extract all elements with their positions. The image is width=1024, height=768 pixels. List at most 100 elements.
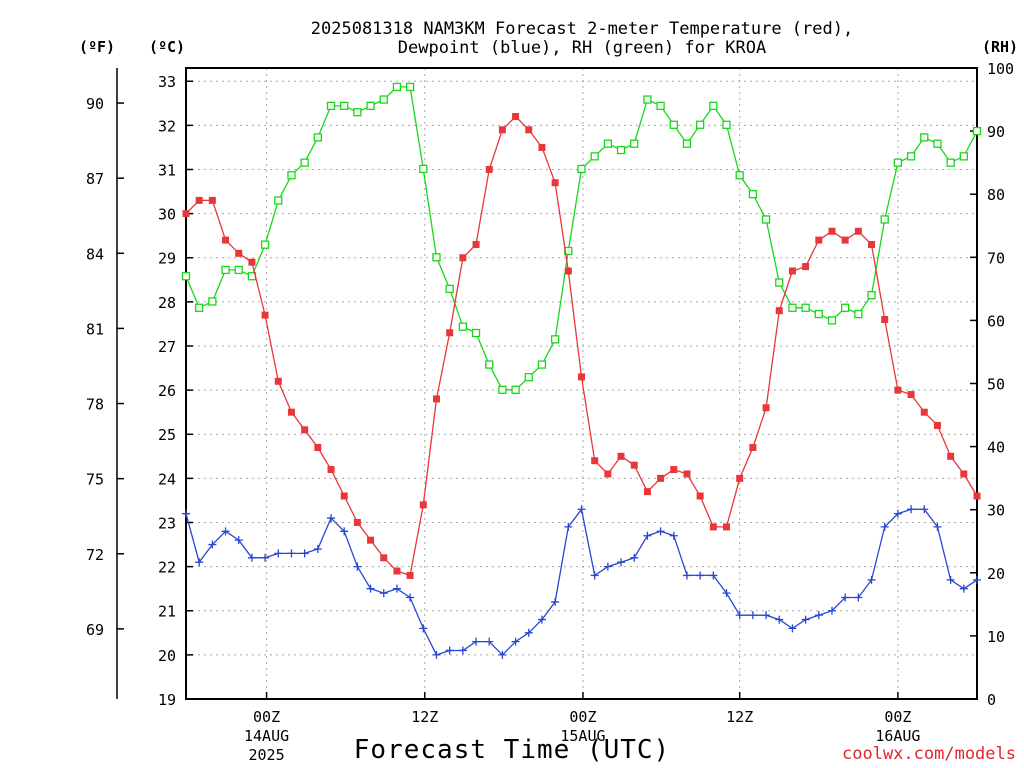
temperature-point [788, 267, 796, 275]
temperature-point [630, 461, 638, 469]
dewpoint-point [893, 509, 902, 518]
rh-point [788, 303, 797, 312]
rh-point [880, 215, 889, 224]
dewpoint-point [775, 615, 784, 624]
rh-point [867, 291, 876, 300]
rh-tick-label: 100 [987, 60, 1014, 78]
dewpoint-point [814, 611, 823, 620]
temperature-point [933, 421, 941, 429]
temperature-point [920, 408, 928, 416]
celsius-tick-label: 33 [158, 73, 176, 91]
temperature-point [406, 571, 414, 579]
rh-point [933, 139, 942, 148]
dewpoint-point [327, 514, 336, 523]
rh-point [498, 385, 507, 394]
rh-point [392, 82, 402, 92]
dewpoint-point [234, 536, 243, 545]
temperature-point [287, 408, 295, 416]
temperature-point [907, 391, 915, 399]
temperature-point [854, 227, 862, 235]
dewpoint-point [590, 571, 599, 580]
temperature-point [432, 395, 440, 403]
rh-axis: 0 10 20 30 40 50 60 70 80 90 100 [970, 60, 1014, 709]
time-tick-label: 12Z [726, 708, 753, 726]
dewpoint-point [907, 505, 916, 514]
rh-point [643, 95, 652, 104]
dewpoint-point [880, 522, 889, 531]
dewpoint-point [195, 558, 204, 567]
dewpoint-point [854, 593, 863, 602]
celsius-tick-label: 28 [158, 294, 176, 312]
rh-point [326, 101, 336, 111]
dewpoint-point [722, 589, 731, 598]
rh-point [300, 158, 309, 167]
rh-point [221, 265, 230, 275]
rh-point [458, 322, 468, 331]
rh-point [682, 139, 692, 148]
dewpoint-point [366, 584, 375, 593]
dewpoint-point [841, 593, 850, 602]
rh-point [485, 360, 494, 369]
rh-point [524, 373, 533, 382]
rh-point [827, 316, 837, 325]
fahrenheit-tick-label: 81 [86, 320, 104, 338]
dewpoint-point [617, 558, 626, 567]
dewpoint-point [261, 553, 270, 562]
rh-point [893, 158, 903, 167]
time-tick-date: 14AUG [244, 727, 289, 745]
temperature-point [340, 492, 348, 500]
temperature-point [815, 236, 823, 244]
rh-point [419, 164, 428, 174]
rh-point [920, 133, 929, 142]
celsius-tick-label: 26 [158, 382, 176, 400]
temperature-point [643, 488, 651, 496]
dewpoint-point [946, 575, 955, 584]
chart-title-line-1: 2025081318 NAM3KM Forecast 2-meter Tempe… [311, 19, 853, 39]
temperature-point [380, 554, 388, 562]
dewpoint-point [287, 549, 296, 558]
rh-point [630, 139, 639, 148]
rh-tick-label: 40 [987, 439, 1005, 457]
x-axis-title: Forecast Time (UTC) [354, 735, 670, 765]
temperature-point [446, 329, 454, 337]
dewpoint-point [221, 527, 230, 536]
celsius-tick-label: 29 [158, 250, 176, 268]
temperature-point [828, 227, 836, 235]
celsius-tick-label: 25 [158, 426, 176, 444]
rh-point [616, 145, 626, 155]
dewpoint-point [300, 549, 309, 558]
temperature-point [723, 523, 731, 531]
dewpoint-point [537, 615, 546, 624]
dewpoint-point [551, 597, 560, 606]
rh-point [577, 164, 586, 174]
dewpoint-point [709, 571, 718, 580]
rh-tick-label: 0 [987, 691, 996, 709]
temperature-point [657, 474, 665, 482]
dewpoint-point [682, 571, 691, 580]
rh-point [959, 152, 968, 161]
dewpoint-point [379, 589, 388, 598]
dewpoint-point [643, 531, 652, 540]
rh-point [775, 278, 784, 287]
rh-point [274, 196, 283, 205]
dewpoint-point [867, 575, 876, 584]
rh-point [748, 190, 758, 199]
rh-point [735, 171, 744, 180]
dewpoint-point [419, 624, 428, 633]
rh-point [669, 120, 678, 129]
rh-point [550, 335, 560, 344]
fahrenheit-tick-label: 78 [86, 396, 104, 414]
celsius-tick-label: 27 [158, 338, 176, 356]
temperature-point [973, 492, 981, 500]
dewpoint-point [524, 628, 533, 637]
fahrenheit-tick-label: 69 [86, 621, 104, 639]
dewpoint-point [735, 611, 744, 620]
temperature-point [881, 316, 889, 324]
series-layer [181, 82, 982, 659]
celsius-tick-label: 20 [158, 647, 176, 665]
fahrenheit-tick-label: 75 [86, 471, 104, 489]
temperature-point [749, 443, 757, 451]
temperature-point [775, 307, 783, 315]
dewpoint-point [762, 611, 771, 620]
temperature-point [222, 236, 230, 244]
